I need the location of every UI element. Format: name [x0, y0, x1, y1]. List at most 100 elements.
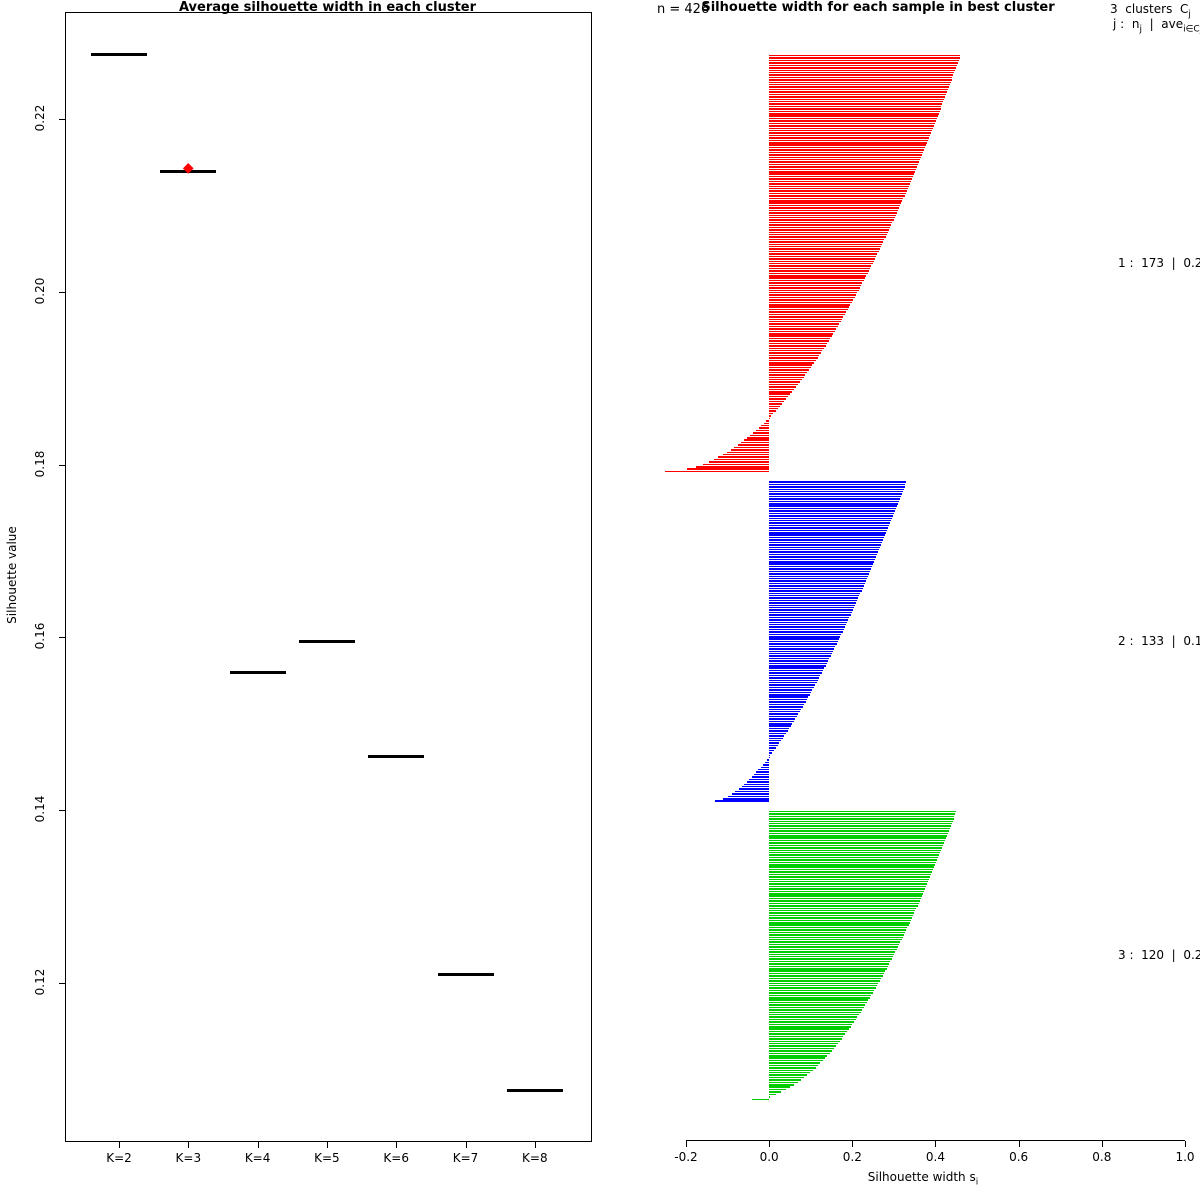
silhouette-bar-cluster3 [769, 931, 906, 934]
x-tick-label: 0.8 [1092, 1150, 1112, 1164]
silhouette-bar-cluster1 [769, 313, 845, 316]
silhouette-bar-cluster3 [769, 885, 927, 888]
avg-width-segment [298, 640, 355, 644]
clusters-header-text: 3 clusters C [1110, 2, 1189, 16]
right-chart-xlabel: Silhouette width si [661, 1170, 1185, 1187]
silhouette-bar-cluster2 [769, 524, 890, 527]
silhouette-bar-cluster3 [769, 951, 896, 953]
silhouette-bar-cluster1 [769, 320, 841, 323]
silhouette-bar-cluster1 [769, 139, 929, 142]
silhouette-bar-cluster2 [769, 573, 869, 575]
xlabel-sub: i [975, 1177, 979, 1188]
silhouette-bar-cluster1 [769, 275, 867, 277]
silhouette-bar-cluster2 [769, 665, 826, 667]
silhouette-bar-cluster2 [769, 648, 835, 650]
silhouette-bar-cluster2 [768, 756, 770, 759]
silhouette-bar-cluster1 [769, 328, 837, 330]
silhouette-bar-cluster1 [769, 279, 864, 282]
silhouette-bar-cluster3 [769, 905, 918, 907]
x-tick-mark [1185, 1141, 1186, 1147]
silhouette-bar-cluster2 [749, 778, 770, 781]
silhouette-bar-cluster3 [769, 866, 935, 868]
silhouette-bar-cluster3 [769, 839, 946, 842]
silhouette-bar-cluster2 [769, 563, 874, 565]
avg-width-segment [229, 670, 286, 674]
silhouette-bar-cluster2 [769, 500, 899, 503]
silhouette-bar-cluster3 [769, 827, 950, 830]
silhouette-bar-cluster1 [769, 224, 892, 226]
silhouette-bar-cluster1 [769, 304, 851, 306]
silhouette-bar-cluster2 [769, 621, 848, 623]
silhouette-bar-cluster1 [769, 173, 914, 175]
right-chart-title: Silhouette width for each sample in best… [701, 0, 1055, 15]
silhouette-bar-cluster2 [769, 723, 793, 725]
silhouette-bar-cluster1 [755, 429, 770, 432]
silhouette-bar-cluster1 [769, 270, 869, 272]
y-tick-mark [59, 119, 66, 121]
silhouette-bar-cluster3 [769, 926, 908, 929]
silhouette-bar-cluster2 [769, 522, 891, 524]
silhouette-bar-cluster1 [722, 453, 770, 456]
y-tick-label: 0.20 [33, 277, 47, 305]
clusters-formula: j : nj | avei∈Cj si [1113, 17, 1200, 34]
silhouette-bar-cluster3 [769, 868, 934, 871]
silhouette-bar-cluster1 [769, 337, 831, 340]
silhouette-bar-cluster3 [769, 883, 928, 885]
silhouette-bar-cluster2 [769, 694, 810, 696]
silhouette-bar-cluster2 [769, 640, 838, 643]
silhouette-bar-cluster3 [769, 849, 942, 852]
silhouette-bar-cluster2 [741, 785, 770, 788]
silhouette-bar-cluster2 [760, 766, 770, 769]
silhouette-bar-cluster1 [769, 110, 940, 113]
silhouette-bar-cluster1 [686, 468, 770, 470]
silhouette-bar-cluster1 [769, 284, 862, 287]
silhouette-bar-cluster3 [769, 963, 890, 965]
silhouette-bar-cluster2 [769, 602, 857, 604]
silhouette-bar-cluster2 [758, 769, 770, 771]
silhouette-bar-cluster3 [769, 1081, 798, 1084]
silhouette-bar-cluster2 [769, 532, 887, 534]
silhouette-bar-cluster2 [769, 534, 886, 536]
silhouette-bar-cluster1 [769, 316, 844, 318]
silhouette-bar-cluster2 [769, 488, 904, 491]
silhouette-bar-cluster3 [769, 1042, 838, 1045]
silhouette-bar-cluster1 [761, 424, 770, 427]
x-tick-label: K=3 [175, 1151, 202, 1165]
silhouette-bar-cluster1 [769, 221, 893, 224]
silhouette-bar-cluster1 [769, 144, 927, 146]
silhouette-bar-cluster3 [769, 880, 929, 883]
silhouette-bar-cluster1 [769, 134, 931, 137]
silhouette-bar-cluster1 [769, 142, 928, 144]
silhouette-bar-cluster2 [732, 793, 770, 795]
silhouette-bar-cluster1 [769, 255, 877, 258]
silhouette-bar-cluster2 [769, 674, 821, 677]
x-tick-label: 0.2 [842, 1150, 862, 1164]
silhouette-bar-cluster2 [769, 744, 778, 747]
silhouette-bar-cluster1 [769, 381, 801, 383]
silhouette-bar-cluster2 [769, 631, 843, 633]
silhouette-bar-cluster1 [769, 183, 910, 185]
silhouette-bar-cluster1 [769, 408, 778, 410]
silhouette-bar-cluster2 [769, 490, 903, 493]
silhouette-bar-cluster1 [769, 318, 843, 321]
silhouette-bar-cluster3 [769, 970, 886, 972]
left-chart-title: Average silhouette width in each cluster [178, 0, 477, 15]
silhouette-bar-cluster3 [769, 1086, 791, 1088]
silhouette-bar-cluster2 [769, 495, 901, 498]
silhouette-bar-cluster2 [769, 725, 791, 727]
silhouette-bar-cluster1 [769, 62, 958, 64]
silhouette-bar-cluster3 [769, 1038, 842, 1040]
silhouette-bar-cluster3 [769, 936, 903, 939]
silhouette-bar-cluster2 [769, 672, 822, 674]
silhouette-bar-cluster3 [769, 997, 870, 999]
silhouette-bar-cluster1 [769, 55, 961, 57]
silhouette-bar-cluster2 [769, 689, 813, 691]
silhouette-bar-cluster1 [769, 265, 872, 267]
silhouette-bar-cluster2 [769, 655, 831, 657]
x-tick-mark [119, 1141, 120, 1148]
x-tick-mark [1018, 1141, 1020, 1147]
silhouette-bar-cluster2 [769, 611, 852, 614]
silhouette-bar-cluster1 [769, 250, 879, 253]
silhouette-bar-cluster3 [769, 1050, 832, 1052]
left-chart-ylabel: Silhouette value [5, 526, 19, 624]
